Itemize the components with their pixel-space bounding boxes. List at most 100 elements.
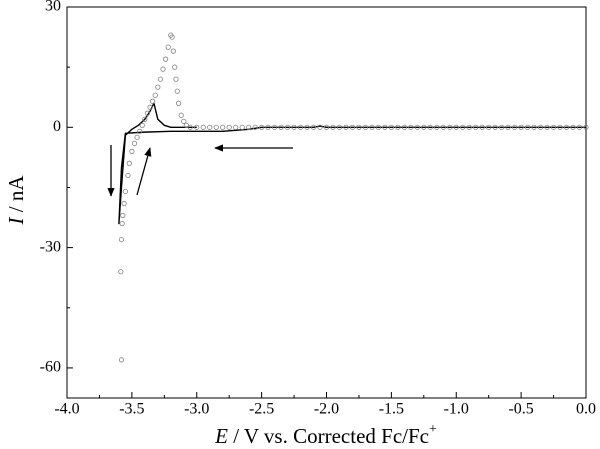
data-point [226,124,232,130]
data-point [550,124,557,130]
data-point [118,357,125,363]
data-point [129,148,135,154]
data-point [401,124,407,130]
data-point [486,124,492,130]
data-point [557,124,563,130]
data-point [382,124,388,130]
data-point [414,124,420,130]
data-point [119,220,125,227]
data-point [570,124,576,130]
data-point [395,124,401,130]
data-point [369,124,375,130]
data-point [170,48,176,54]
data-point [139,122,145,128]
data-point [473,124,479,130]
data-point [174,88,180,94]
x-tick-label: -2.5 [249,401,274,418]
data-point [505,124,511,130]
data-point [213,124,219,130]
x-tick-label: 0.0 [576,401,596,418]
data-point [317,124,323,130]
data-point [163,56,169,62]
data-point [531,124,537,130]
x-axis-label: E / V vs. Corrected Fc/Fc+ [214,422,437,448]
data-point [126,160,132,166]
x-tick-label: -2.0 [314,401,339,418]
data-point [563,124,570,130]
y-axis-label: I / nA [4,175,28,226]
y-tick-label: -60 [40,359,61,376]
x-axis-superscript: + [429,422,437,437]
data-point [220,124,226,130]
plot-area [118,32,589,363]
data-point [125,172,131,179]
data-point [310,124,317,130]
data-point [131,140,138,146]
data-point [150,98,156,104]
data-point [200,124,206,130]
data-point [576,124,583,130]
data-point [466,124,472,130]
data-point [144,110,151,116]
data-point [173,76,179,82]
data-point [181,118,187,124]
data-point [479,124,485,130]
data-point [265,124,271,130]
y-tick-label: -30 [40,238,61,255]
data-point [375,124,381,130]
data-point [147,104,153,110]
data-point [175,100,182,106]
y-tick-label: 30 [45,0,61,15]
data-point [233,124,239,130]
x-axis-symbol: E [214,424,228,448]
x-tick-label: -4.0 [54,401,79,418]
data-point [336,124,343,130]
data-point [434,124,440,130]
data-point [525,124,531,130]
data-point [178,112,184,118]
data-point [408,124,414,130]
data-point [142,116,148,122]
data-point [239,124,245,130]
data-point [297,124,304,130]
data-point [207,124,213,130]
data-point [194,124,200,130]
data-point [330,124,336,130]
x-axis-text: / V vs. Corrected Fc/Fc [228,424,429,448]
data-point [183,122,189,128]
data-point [155,84,161,90]
data-point [165,44,171,50]
data-point [134,134,140,140]
data-line [118,102,586,225]
y-axis-symbol: I [4,217,28,226]
data-point [118,269,124,275]
data-point [440,124,446,130]
y-tick-label: 0 [53,118,61,135]
data-point [152,92,158,98]
data-point [362,124,369,130]
data-point [499,124,505,130]
data-point [304,124,310,130]
data-point [137,128,143,134]
data-point [537,124,544,130]
data-point [121,200,127,207]
plot-frame [66,6,587,399]
x-tick-label: -3.0 [184,401,209,418]
data-point [157,76,164,82]
data-point [349,124,356,130]
x-tick-label: -0.5 [508,401,533,418]
data-point [518,124,524,130]
data-point [583,124,589,130]
data-point [447,124,453,130]
data-point [284,124,291,130]
data-point [453,124,459,130]
data-point [271,124,278,130]
data-point [187,124,193,130]
x-tick-label: -1.5 [379,401,404,418]
x-tick-label: -1.0 [444,401,469,418]
y-axis-text: / nA [4,175,28,218]
data-point [278,124,284,130]
data-point [512,124,518,130]
data-point [343,124,349,130]
data-point [160,66,166,72]
